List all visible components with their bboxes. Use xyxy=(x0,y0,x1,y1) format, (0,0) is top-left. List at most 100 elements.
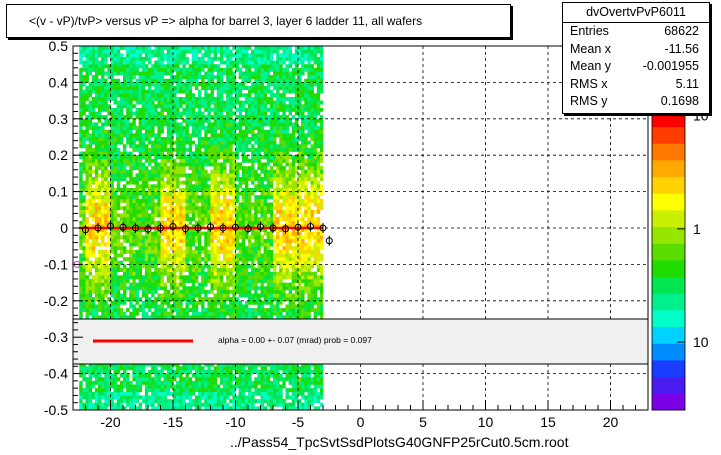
heatmap-cell xyxy=(119,278,124,283)
heatmap-cell xyxy=(135,202,139,207)
heatmap-cell xyxy=(144,362,149,367)
heatmap-cell xyxy=(204,391,208,396)
heatmap-cell xyxy=(135,238,139,243)
heatmap-cell xyxy=(210,206,214,211)
heatmap-cell xyxy=(154,278,158,283)
heatmap-cell xyxy=(91,278,96,283)
heatmap-cell xyxy=(194,231,199,236)
heatmap-cell xyxy=(188,406,193,411)
heatmap-cell xyxy=(248,366,252,371)
heatmap-cell xyxy=(154,60,158,65)
heatmap-cell xyxy=(238,75,243,80)
heatmap-cell xyxy=(194,60,199,65)
heatmap-cell xyxy=(82,144,86,149)
heatmap-cell xyxy=(226,60,230,65)
heatmap-cell xyxy=(169,406,174,411)
heatmap-cell xyxy=(126,118,130,123)
heatmap-cell xyxy=(173,213,177,218)
heatmap-cell xyxy=(169,122,174,127)
heatmap-cell xyxy=(160,264,164,269)
heatmap-cell xyxy=(219,75,224,80)
heatmap-cell xyxy=(113,144,118,149)
heatmap-cell xyxy=(113,293,118,298)
heatmap-cell xyxy=(201,137,205,141)
heatmap-cell xyxy=(185,49,189,54)
heatmap-cell xyxy=(232,191,236,196)
heatmap-cell xyxy=(126,286,130,291)
heatmap-cell xyxy=(182,395,186,400)
heatmap-cell xyxy=(185,162,189,167)
heatmap-cell xyxy=(163,104,168,109)
heatmap-cell xyxy=(169,100,174,105)
heatmap-cell xyxy=(79,406,83,411)
heatmap-cell xyxy=(216,169,221,174)
heatmap-cell xyxy=(169,304,174,309)
heatmap-cell xyxy=(194,402,199,407)
heatmap-cell xyxy=(207,155,211,160)
heatmap-cell xyxy=(110,129,114,134)
heatmap-cell xyxy=(141,122,146,127)
heatmap-cell xyxy=(144,144,149,149)
heatmap-cell xyxy=(88,53,93,58)
heatmap-cell xyxy=(176,257,180,262)
heatmap-cell xyxy=(138,253,143,258)
heatmap-cell xyxy=(235,49,239,54)
heatmap-cell xyxy=(144,213,149,218)
heatmap-cell xyxy=(129,206,133,211)
heatmap-cell xyxy=(119,86,124,90)
heatmap-cell xyxy=(113,242,118,247)
heatmap-cell xyxy=(135,384,139,389)
heatmap-cell xyxy=(154,140,158,145)
heatmap-cell xyxy=(176,151,180,156)
heatmap-cell xyxy=(210,377,214,382)
heatmap-cell xyxy=(216,86,221,90)
heatmap-cell xyxy=(98,198,102,203)
heatmap-cell xyxy=(110,373,114,378)
heatmap-cell xyxy=(107,122,111,127)
heatmap-cell xyxy=(201,246,205,251)
heatmap-cell xyxy=(238,71,243,76)
heatmap-cell xyxy=(163,293,168,298)
heatmap-cell xyxy=(238,362,243,367)
heatmap-cell xyxy=(185,253,189,258)
heatmap-cell xyxy=(126,308,130,313)
heatmap-cell xyxy=(207,162,211,167)
heatmap-cell xyxy=(101,93,105,98)
heatmap-cell xyxy=(238,391,243,396)
heatmap-cell xyxy=(160,169,164,174)
heatmap-cell xyxy=(169,373,174,378)
heatmap-cell xyxy=(226,71,230,76)
heatmap-cell xyxy=(123,67,127,72)
heatmap-cell xyxy=(232,231,236,236)
heatmap-cell xyxy=(248,238,252,243)
heatmap-cell xyxy=(101,173,105,178)
heatmap-cell xyxy=(132,126,136,131)
heatmap-cell xyxy=(226,46,230,50)
heatmap-cell xyxy=(169,49,174,54)
heatmap-cell xyxy=(94,147,99,152)
heatmap-cell xyxy=(113,202,118,207)
heatmap-cell xyxy=(148,82,152,87)
heatmap-cell xyxy=(198,311,202,316)
heatmap-cell xyxy=(204,140,208,145)
heatmap-cell xyxy=(216,217,221,222)
heatmap-cell xyxy=(219,308,224,313)
heatmap-cell xyxy=(104,380,108,385)
heatmap-cell xyxy=(163,162,168,167)
heatmap-cell xyxy=(188,228,193,232)
heatmap-cell xyxy=(110,402,114,407)
heatmap-cell xyxy=(219,118,224,123)
heatmap-cell xyxy=(229,169,233,174)
heatmap-cell xyxy=(179,78,183,83)
heatmap-cell xyxy=(88,231,93,236)
heatmap-cell xyxy=(182,56,186,61)
heatmap-cell xyxy=(241,311,246,316)
heatmap-cell xyxy=(248,187,252,192)
heatmap-cell xyxy=(226,202,230,207)
heatmap-cell xyxy=(82,60,86,65)
heatmap-cell xyxy=(110,242,114,247)
heatmap-cell xyxy=(210,198,214,203)
heatmap-cell xyxy=(79,275,83,280)
heatmap-cell xyxy=(119,100,124,105)
heatmap-cell xyxy=(107,67,111,72)
